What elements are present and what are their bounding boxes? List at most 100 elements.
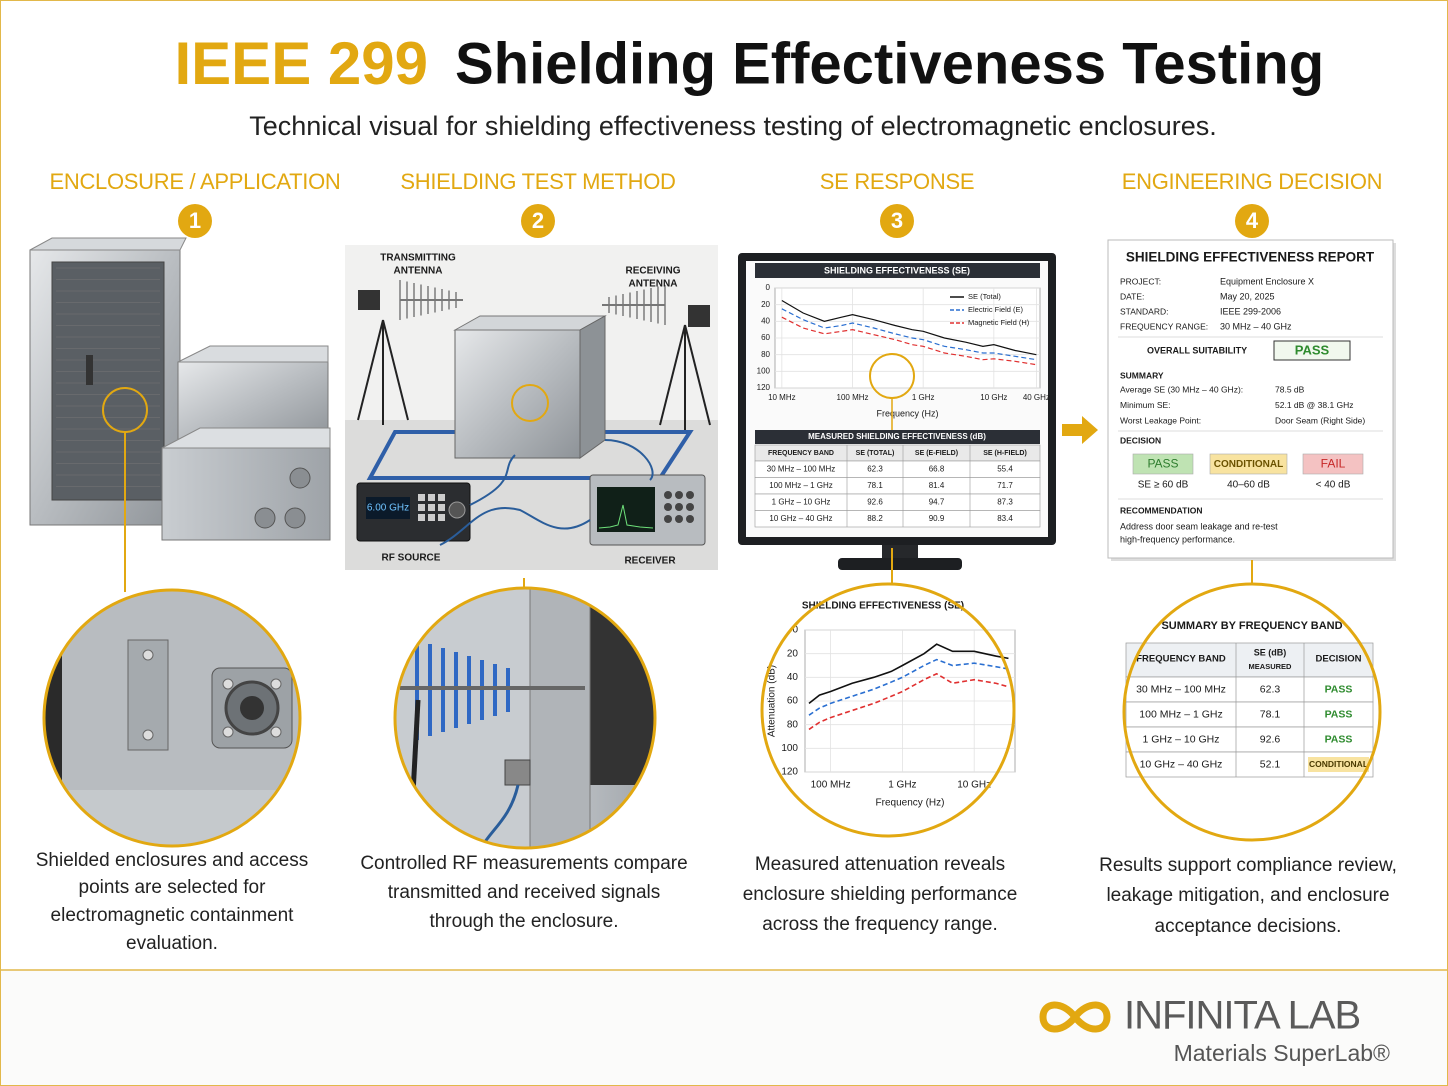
key [675, 491, 683, 499]
step-caption: points are selected for [79, 877, 267, 898]
step-heading: ENCLOSURE / APPLICATION [50, 169, 341, 194]
legend-label: Magnetic Field (H) [968, 318, 1030, 327]
setup-label: ANTENNA [394, 266, 443, 277]
table-cell: 62.3 [867, 465, 883, 474]
decision-criterion: 40–60 dB [1227, 480, 1270, 491]
step-caption: Controlled RF measurements compare [360, 853, 687, 874]
key [664, 491, 672, 499]
table-header-cell: SE (dB) [1254, 647, 1287, 657]
zoom-ring [42, 588, 302, 848]
decision-label: CONDITIONAL [1214, 459, 1283, 470]
feedthrough [504, 759, 531, 786]
step-caption: Shielded enclosures and access [36, 850, 309, 871]
setup-label: RF SOURCE [382, 553, 441, 564]
setup-label: RECEIVER [624, 556, 676, 567]
step-heading: SHIELDING TEST METHOD [400, 169, 675, 194]
monitor-neck [882, 545, 918, 559]
overall-label: OVERALL SUITABILITY [1147, 345, 1247, 355]
key [686, 491, 694, 499]
step-badge [880, 204, 914, 238]
table-cell: 92.6 [1260, 733, 1281, 745]
step-caption: electromagnetic containment [51, 905, 295, 926]
footer-band [1, 970, 1447, 1085]
screw [222, 726, 234, 738]
focus-ring [511, 384, 549, 422]
x-tick-label: 1 GHz [912, 393, 935, 402]
table-cell: 10 GHz – 40 GHz [1140, 758, 1223, 770]
y-tick-label: 0 [766, 283, 771, 292]
overall-box [1273, 340, 1351, 361]
key [418, 514, 425, 521]
zoom-ring [393, 586, 657, 850]
x-tick-label: 40 GHz [1023, 393, 1050, 402]
x-tick-label: 10 MHz [768, 393, 796, 402]
table-cell: 71.7 [997, 481, 1013, 490]
tripod [684, 324, 711, 426]
summary-value: 52.1 dB @ 38.1 GHz [1275, 400, 1354, 410]
cable [439, 507, 591, 546]
horn [688, 305, 710, 327]
x-tick-label: 100 MHz [837, 393, 869, 402]
report-title: SHIELDING EFFECTIVENESS REPORT [1126, 250, 1375, 265]
table-title-bar [755, 430, 1040, 444]
table-header-sub: MEASURED [1249, 662, 1293, 671]
key [438, 504, 445, 511]
setup-label: TRANSMITTING [380, 253, 456, 264]
screw [270, 678, 282, 690]
key [438, 514, 445, 521]
key [664, 515, 672, 523]
key [438, 494, 445, 501]
chart-title-bar [755, 263, 1040, 278]
series-line [808, 643, 1009, 704]
x-tick-label: 10 GHz [957, 780, 991, 791]
step-badge [1235, 204, 1269, 238]
tripod [382, 319, 409, 421]
horn [358, 290, 380, 310]
table-cell: 100 MHz – 1 GHz [769, 481, 833, 490]
y-tick-label: 20 [761, 300, 770, 309]
y-tick-label: 60 [787, 696, 799, 707]
table-cell: PASS [1325, 708, 1353, 720]
series-line [808, 658, 1009, 716]
step-caption: transmitted and received signals [388, 882, 660, 903]
cable [469, 454, 516, 506]
step-number: 1 [189, 208, 201, 233]
table-title: SUMMARY BY FREQUENCY BAND [1161, 620, 1342, 632]
receiver-screen [597, 487, 655, 532]
step-caption: enclosure shielding performance [743, 884, 1018, 905]
port-core [240, 696, 264, 720]
table-header-cell: DECISION [1316, 654, 1362, 665]
y-tick-label: 0 [792, 625, 798, 636]
key [686, 503, 694, 511]
x-tick-label: 100 MHz [811, 780, 851, 791]
brand: INFINITA LAB [1124, 994, 1360, 1038]
rf-display [366, 497, 410, 519]
overall-value: PASS [1295, 342, 1330, 357]
y-tick-label: 100 [781, 743, 798, 754]
table-cell: 55.4 [997, 465, 1013, 474]
conditional-cell [1308, 757, 1369, 772]
table-cell: 10 GHz – 40 GHz [769, 514, 832, 523]
table-row [1125, 701, 1374, 728]
decision-criterion: < 40 dB [1316, 480, 1351, 491]
key [428, 514, 435, 521]
y-tick-label: 100 [757, 366, 771, 375]
screw [142, 729, 154, 741]
table-cell: 30 MHz – 100 MHz [1136, 683, 1226, 695]
decision-label: FAIL [1321, 457, 1346, 471]
zoom-ring [760, 582, 1016, 838]
key [428, 494, 435, 501]
x-axis-label: Frequency (Hz) [876, 408, 938, 418]
series-line [808, 672, 1009, 731]
key [664, 503, 672, 511]
summary-label: Worst Leakage Point: [1120, 415, 1201, 425]
report-field-value: 30 MHz – 40 GHz [1220, 321, 1292, 331]
enclosure-top [453, 315, 607, 331]
step-caption: evaluation. [126, 933, 218, 954]
screw [222, 678, 234, 690]
summary-value: Door Seam (Right Side) [1275, 415, 1365, 425]
chart-title: SHIELDING EFFECTIVENESS (SE) [802, 601, 964, 612]
tagline: Materials SuperLab® [1174, 1040, 1390, 1066]
